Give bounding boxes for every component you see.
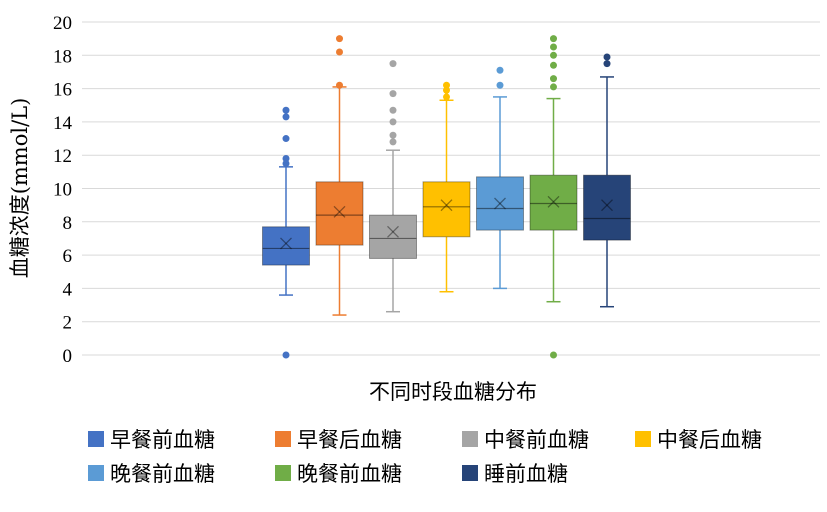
outlier-point [282,135,290,143]
legend-label: 早餐前血糖 [110,428,215,452]
legend-swatch [88,465,104,481]
legend-label: 中餐前血糖 [484,428,589,452]
y-tick-label: 20 [53,13,72,34]
box-iqr [315,181,364,246]
y-tick-label: 18 [53,46,72,67]
legend-label: 睡前血糖 [484,462,568,486]
outlier-point [550,51,557,59]
y-tick-label: 16 [53,80,72,101]
mean-marker [601,199,613,212]
y-tick-label: 2 [63,313,73,334]
legend-swatch [462,431,478,447]
legend-item: 晚餐前血糖 [88,462,215,486]
box-2 [315,35,364,316]
mean-marker [494,197,506,210]
outlier-point [336,35,343,43]
legend-item: 早餐后血糖 [275,428,402,452]
y-tick-label: 6 [63,246,73,267]
outlier-point [443,81,450,89]
outlier-point [603,60,611,68]
legend-item: 早餐前血糖 [88,428,215,452]
box-1 [262,106,310,359]
outlier-point [496,66,504,74]
outlier-point [389,131,397,139]
legend-label: 早餐后血糖 [297,428,402,452]
box-7 [583,53,631,308]
outlier-point [336,48,343,56]
outlier-point [336,81,343,89]
legend-item: 晚餐前血糖 [275,462,402,486]
outlier-point [550,35,557,43]
box-iqr [422,181,471,238]
box-iqr [476,176,524,231]
outlier-point [282,106,290,114]
box-4 [422,81,471,293]
x-axis-title: 不同时段血糖分布 [369,380,537,404]
outlier-point [282,351,290,359]
boxes [262,35,631,359]
box-iqr [262,226,310,266]
mean-marker [547,195,560,208]
outlier-point [443,86,450,94]
y-tick-label: 4 [63,279,73,300]
outlier-point [389,118,397,126]
outlier-point [550,75,557,83]
y-tick-label: 8 [63,213,73,234]
legend-label: 晚餐前血糖 [297,462,402,486]
outlier-point [550,43,557,51]
mean-marker [387,225,399,238]
outlier-point [282,160,290,168]
legend-swatch [275,431,291,447]
box-iqr [369,214,417,259]
legend-item: 睡前血糖 [462,462,568,486]
y-tick-label: 12 [53,146,72,167]
mean-marker [333,205,346,218]
legend-swatch [635,431,651,447]
y-axis-ticks: 0 2 4 6 8 10 12 14 16 18 20 [53,13,73,367]
outlier-point [550,61,557,69]
legend-swatch [88,431,104,447]
mean-marker [494,197,506,210]
box-3 [369,60,417,313]
y-tick-label: 14 [53,113,73,134]
outlier-point [389,90,397,98]
legend-item: 中餐前血糖 [462,428,589,452]
legend-swatch [462,465,478,481]
outlier-point [550,351,557,359]
mean-marker [440,199,453,212]
legend-swatch [275,465,291,481]
legend-item: 中餐后血糖 [635,428,762,452]
mean-marker [601,199,613,212]
outlier-point [282,113,290,121]
outlier-point [389,106,397,114]
outlier-point [496,81,504,89]
mean-marker [333,205,346,218]
outlier-point [389,138,397,146]
mean-marker [280,237,292,250]
legend-label: 晚餐前血糖 [110,462,215,486]
outlier-point [603,53,611,61]
y-tick-label: 0 [63,346,73,367]
box-5 [476,66,524,290]
y-tick-label: 10 [53,180,72,201]
outlier-point [550,83,557,91]
box-iqr [529,174,578,231]
outlier-point [389,60,397,68]
mean-marker [387,225,399,238]
outlier-point [443,93,450,101]
legend-label: 中餐后血糖 [657,428,762,452]
y-axis-title: 血糖浓度(mmol/L) [8,98,32,279]
mean-marker [440,199,453,212]
box-6 [529,35,578,359]
mean-marker [547,195,560,208]
box-iqr [583,174,631,241]
outlier-point [282,155,290,163]
mean-marker [280,237,292,250]
